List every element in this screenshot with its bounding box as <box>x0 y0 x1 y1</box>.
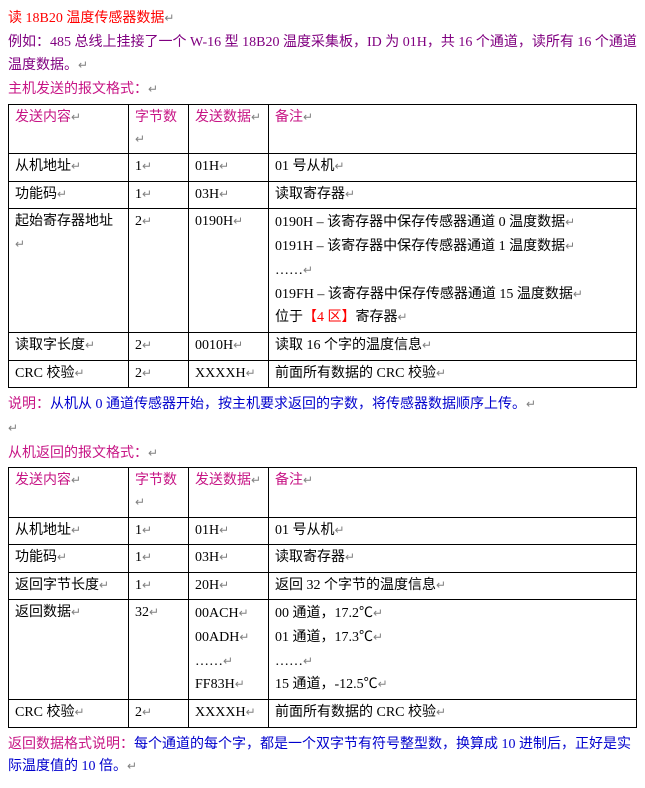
cell: 01 号从机↵ <box>269 154 637 181</box>
ret-mark: ↵ <box>148 446 158 460</box>
cell: 从机地址↵ <box>9 517 129 544</box>
send-message-table: 发送内容↵ 字节数↵ 发送数据↵ 备注↵ 从机地址↵ 1↵ 01H↵ 01 号从… <box>8 104 637 388</box>
cell: 返回 32 个字节的温度信息↵ <box>269 572 637 599</box>
cell: 读取 16 个字的温度信息↵ <box>269 333 637 360</box>
cell: 1↵ <box>129 572 189 599</box>
table-row: CRC 校验↵ 2↵ XXXXH↵ 前面所有数据的 CRC 校验↵ <box>9 360 637 387</box>
section1-label: 主机发送的报文格式： <box>8 82 148 97</box>
cell: CRC 校验↵ <box>9 360 129 387</box>
note1: 说明：从机从 0 通道传感器开始，按主机要求返回的字数，将传感器数据顺序上传。↵ <box>8 394 637 416</box>
cell: 读取寄存器↵ <box>269 545 637 572</box>
header-content: 发送内容↵ <box>9 104 129 154</box>
table-row: CRC 校验↵ 2↵ XXXXH↵ 前面所有数据的 CRC 校验↵ <box>9 700 637 727</box>
table-header-row: 发送内容↵ 字节数↵ 发送数据↵ 备注↵ <box>9 468 637 518</box>
section2-label: 从机返回的报文格式： <box>8 446 148 461</box>
cell-multiline: 00ACH↵ 00ADH↵ ……↵ FF83H↵ <box>189 600 269 700</box>
cell: 返回数据↵ <box>9 600 129 700</box>
ret-mark: ↵ <box>526 397 536 411</box>
title-text: 读 18B20 温度传感器数据 <box>8 11 164 26</box>
cell: 1↵ <box>129 154 189 181</box>
ret-mark: ↵ <box>148 82 158 96</box>
table-row: 返回字节长度↵ 1↵ 20H↵ 返回 32 个字节的温度信息↵ <box>9 572 637 599</box>
cell: 2↵ <box>129 333 189 360</box>
note1-label: 说明： <box>8 397 50 412</box>
cell: 0190H↵ <box>189 209 269 333</box>
ret-mark: ↵ <box>127 759 137 773</box>
note2: 返回数据格式说明：每个通道的每个字，都是一个双字节有符号整型数，换算成 10 进… <box>8 734 637 779</box>
ret-mark: ↵ <box>78 58 88 72</box>
cell: CRC 校验↵ <box>9 700 129 727</box>
cell: 0010H↵ <box>189 333 269 360</box>
ret-mark: ↵ <box>164 11 174 25</box>
blank-line: ↵ <box>8 418 637 440</box>
table-row: 从机地址↵ 1↵ 01H↵ 01 号从机↵ <box>9 154 637 181</box>
cell: 前面所有数据的 CRC 校验↵ <box>269 700 637 727</box>
header-data: 发送数据↵ <box>189 104 269 154</box>
cell: 32↵ <box>129 600 189 700</box>
cell: 01 号从机↵ <box>269 517 637 544</box>
cell: XXXXH↵ <box>189 360 269 387</box>
cell-multiline: 0190H – 该寄存器中保存传感器通道 0 温度数据↵ 0191H – 该寄存… <box>269 209 637 333</box>
cell: 2↵ <box>129 209 189 333</box>
table-row: 读取字长度↵ 2↵ 0010H↵ 读取 16 个字的温度信息↵ <box>9 333 637 360</box>
table-row: 从机地址↵ 1↵ 01H↵ 01 号从机↵ <box>9 517 637 544</box>
return-message-table: 发送内容↵ 字节数↵ 发送数据↵ 备注↵ 从机地址↵ 1↵ 01H↵ 01 号从… <box>8 467 637 728</box>
cell: 1↵ <box>129 181 189 208</box>
table-row: 起始寄存器地址↵ 2↵ 0190H↵ 0190H – 该寄存器中保存传感器通道 … <box>9 209 637 333</box>
header-remark: 备注↵ <box>269 468 637 518</box>
cell: 1↵ <box>129 517 189 544</box>
cell: 前面所有数据的 CRC 校验↵ <box>269 360 637 387</box>
cell: 读取寄存器↵ <box>269 181 637 208</box>
cell: 01H↵ <box>189 154 269 181</box>
note2-label: 返回数据格式说明： <box>8 737 134 752</box>
table-row: 功能码↵ 1↵ 03H↵ 读取寄存器↵ <box>9 181 637 208</box>
cell: 01H↵ <box>189 517 269 544</box>
cell: 返回字节长度↵ <box>9 572 129 599</box>
cell: 1↵ <box>129 545 189 572</box>
cell: 从机地址↵ <box>9 154 129 181</box>
section2-heading: 从机返回的报文格式：↵ <box>8 443 637 465</box>
doc-title: 读 18B20 温度传感器数据↵ <box>8 8 637 30</box>
cell: XXXXH↵ <box>189 700 269 727</box>
cell: 起始寄存器地址↵ <box>9 209 129 333</box>
cell: 20H↵ <box>189 572 269 599</box>
cell: 功能码↵ <box>9 545 129 572</box>
example-line: 例如：485 总线上挂接了一个 W-16 型 18B20 温度采集板，ID 为 … <box>8 32 637 77</box>
cell-multiline: 00 通道，17.2℃↵ 01 通道，17.3℃↵ ……↵ 15 通道，-12.… <box>269 600 637 700</box>
cell: 03H↵ <box>189 545 269 572</box>
table-row: 功能码↵ 1↵ 03H↵ 读取寄存器↵ <box>9 545 637 572</box>
header-remark: 备注↵ <box>269 104 637 154</box>
header-data: 发送数据↵ <box>189 468 269 518</box>
cell: 功能码↵ <box>9 181 129 208</box>
cell: 读取字长度↵ <box>9 333 129 360</box>
cell: 03H↵ <box>189 181 269 208</box>
cell: 2↵ <box>129 360 189 387</box>
example-prefix: 例如： <box>8 35 50 50</box>
example-text: 485 总线上挂接了一个 W-16 型 18B20 温度采集板，ID 为 01H… <box>8 35 637 72</box>
header-bytes: 字节数↵ <box>129 468 189 518</box>
table-row: 返回数据↵ 32↵ 00ACH↵ 00ADH↵ ……↵ FF83H↵ 00 通道… <box>9 600 637 700</box>
header-content: 发送内容↵ <box>9 468 129 518</box>
table-header-row: 发送内容↵ 字节数↵ 发送数据↵ 备注↵ <box>9 104 637 154</box>
note1-text: 从机从 0 通道传感器开始，按主机要求返回的字数，将传感器数据顺序上传。 <box>50 397 526 412</box>
section1-heading: 主机发送的报文格式：↵ <box>8 79 637 101</box>
cell: 2↵ <box>129 700 189 727</box>
header-bytes: 字节数↵ <box>129 104 189 154</box>
